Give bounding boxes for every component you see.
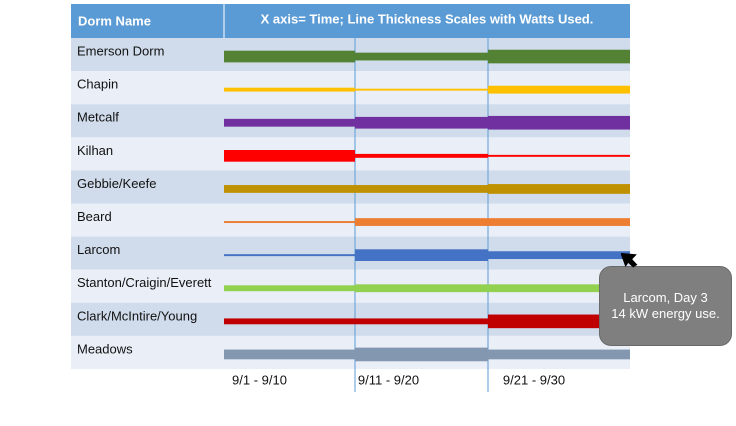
usage-segment[interactable]: [355, 185, 488, 193]
x-tick-label: 9/1 - 9/10: [232, 373, 287, 388]
usage-segment[interactable]: [488, 349, 630, 360]
usage-segment[interactable]: [488, 85, 630, 94]
usage-segment[interactable]: [355, 153, 488, 158]
usage-segment[interactable]: [355, 218, 488, 226]
pointer-cursor-icon: [621, 252, 638, 268]
usage-segment[interactable]: [488, 314, 630, 329]
tooltip: Larcom, Day 3 14 kW energy use.: [599, 266, 732, 346]
x-tick-label: 9/11 - 9/20: [358, 373, 419, 388]
usage-segment[interactable]: [355, 347, 488, 362]
row-label: Clark/McIntire/Young: [77, 308, 197, 323]
usage-segment[interactable]: [488, 251, 630, 260]
header-bar: [71, 4, 630, 38]
tooltip-line-2: 14 kW energy use.: [611, 306, 720, 321]
usage-segment[interactable]: [224, 254, 355, 257]
usage-segment[interactable]: [488, 284, 630, 293]
row-label: Chapin: [77, 77, 118, 92]
usage-segment[interactable]: [355, 249, 488, 261]
header-title: X axis= Time; Line Thickness Scales with…: [261, 12, 594, 27]
row-label: Kilhan: [77, 143, 113, 158]
usage-segment[interactable]: [224, 318, 355, 325]
tooltip-line-1: Larcom, Day 3: [623, 290, 708, 305]
usage-segment[interactable]: [355, 52, 488, 61]
usage-segment[interactable]: [224, 285, 355, 292]
usage-segment[interactable]: [224, 118, 355, 127]
row-label: Beard: [77, 209, 112, 224]
row-label: Meadows: [77, 341, 133, 356]
row-label: Larcom: [77, 242, 120, 257]
usage-segment[interactable]: [488, 115, 630, 130]
usage-segment[interactable]: [355, 88, 488, 91]
usage-segment[interactable]: [224, 185, 355, 193]
usage-segment[interactable]: [355, 318, 488, 325]
usage-segment[interactable]: [224, 221, 355, 224]
usage-segment[interactable]: [224, 50, 355, 63]
usage-segment[interactable]: [488, 49, 630, 64]
usage-segment[interactable]: [355, 116, 488, 129]
usage-segment[interactable]: [224, 87, 355, 92]
usage-segment[interactable]: [488, 184, 630, 194]
usage-segment[interactable]: [488, 218, 630, 226]
usage-segment[interactable]: [488, 154, 630, 157]
row-label: Stanton/Craigin/Everett: [77, 275, 212, 290]
x-tick-label: 9/21 - 9/30: [503, 373, 565, 388]
row-label: Metcalf: [77, 110, 119, 125]
usage-segment[interactable]: [355, 284, 488, 293]
header-col1: Dorm Name: [78, 14, 151, 29]
row-label: Emerson Dorm: [77, 44, 164, 59]
usage-segment[interactable]: [224, 150, 355, 162]
row-label: Gebbie/Keefe: [77, 176, 157, 191]
usage-segment[interactable]: [224, 349, 355, 360]
